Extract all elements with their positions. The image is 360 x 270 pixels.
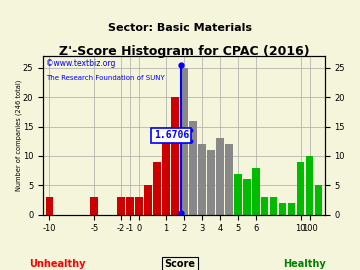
Text: Sector: Basic Materials: Sector: Basic Materials (108, 23, 252, 33)
Bar (261, 197, 269, 215)
Bar (171, 97, 179, 215)
Bar (117, 197, 125, 215)
Text: 1.6706: 1.6706 (154, 130, 189, 140)
Title: Z'-Score Histogram for CPAC (2016): Z'-Score Histogram for CPAC (2016) (59, 45, 309, 58)
Bar (252, 168, 260, 215)
Text: Score: Score (165, 259, 195, 269)
Bar (306, 156, 313, 215)
Bar (216, 138, 224, 215)
Bar (153, 162, 161, 215)
Text: The Research Foundation of SUNY: The Research Foundation of SUNY (46, 75, 165, 81)
Bar (180, 68, 188, 215)
Bar (135, 197, 143, 215)
Bar (207, 150, 215, 215)
Bar (189, 121, 197, 215)
Bar (225, 144, 233, 215)
Bar (270, 197, 278, 215)
Bar (90, 197, 98, 215)
Bar (243, 180, 251, 215)
Bar (234, 174, 242, 215)
Bar (144, 185, 152, 215)
Y-axis label: Number of companies (246 total): Number of companies (246 total) (15, 80, 22, 191)
Bar (279, 203, 287, 215)
Bar (46, 197, 53, 215)
Bar (315, 185, 322, 215)
Bar (198, 144, 206, 215)
Bar (126, 197, 134, 215)
Bar (288, 203, 296, 215)
Text: Healthy: Healthy (283, 259, 325, 269)
Text: Unhealthy: Unhealthy (30, 259, 86, 269)
Text: ©www.textbiz.org: ©www.textbiz.org (46, 59, 115, 68)
Bar (162, 133, 170, 215)
Bar (297, 162, 304, 215)
